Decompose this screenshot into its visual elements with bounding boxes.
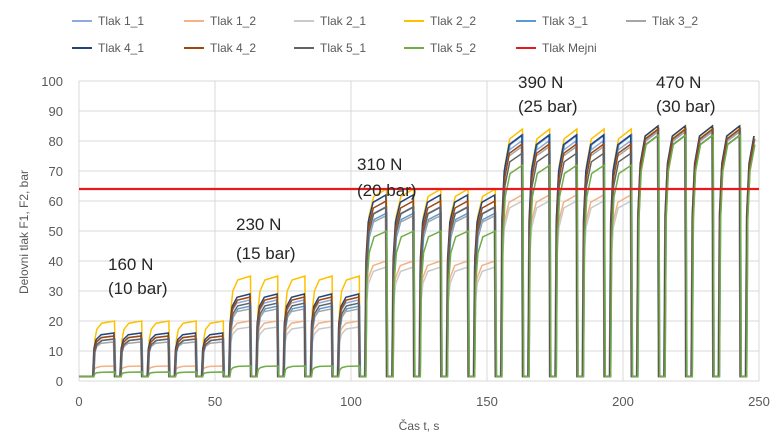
x-tick-label: 150 [476,394,498,409]
stage-force-label: 230 N [236,215,281,234]
stage-pressure-label: (30 bar) [656,97,716,116]
y-axis-title: Delovni tlak F1, F2, bar [17,170,31,294]
stage-pressure-label: (15 bar) [236,244,296,263]
series-line-tlak-5_2 [79,133,756,378]
y-tick-label: 20 [49,314,63,329]
x-tick-label: 100 [340,394,362,409]
x-tick-label: 50 [208,394,222,409]
legend-label: Tlak 5_2 [430,41,476,55]
legend: Tlak 1_1 Tlak 1_2 Tlak 2_1 Tlak 2_2 Tlak 3_1… [72,14,698,55]
y-tick-label: 40 [49,254,63,269]
legend-label: Tlak 1_1 [98,14,144,28]
y-tick-label: 50 [49,224,63,239]
legend-label: Tlak 3_2 [652,14,698,28]
stage-pressure-label: (10 bar) [108,279,168,298]
legend-label: Tlak 1_2 [210,14,256,28]
y-tick-label: 60 [49,194,63,209]
legend-label: Tlak 4_1 [98,41,144,55]
legend-label: Tlak 2_2 [430,14,476,28]
legend-label: Tlak 3_1 [542,14,588,28]
legend-label: Tlak 4_2 [210,41,256,55]
stage-pressure-label: (25 bar) [518,97,578,116]
stage-force-label: 470 N [656,73,701,92]
stage-force-label: 390 N [518,73,563,92]
y-tick-label: 70 [49,164,63,179]
y-tick-label: 0 [56,374,63,389]
legend-label: Tlak 2_1 [320,14,366,28]
stage-annotations: 160 N (10 bar) 230 N (15 bar) 310 N (20 bar) 3… [108,73,716,298]
stage-force-label: 160 N [108,255,153,274]
y-tick-label: 30 [49,284,63,299]
stage-pressure-label: (20 bar) [357,181,417,200]
x-tick-label: 200 [612,394,634,409]
legend-label: Tlak Mejni [542,41,597,55]
y-tick-label: 80 [49,134,63,149]
y-tick-label: 10 [49,344,63,359]
y-tick-label: 90 [49,104,63,119]
x-tick-label: 250 [748,394,770,409]
legend-label: Tlak 5_1 [320,41,366,55]
axes: 0 10 20 30 40 50 60 70 80 90 100 0 50 100 150 200 250 [41,74,770,409]
series-line-tlak-4_2 [79,127,755,378]
x-tick-label: 0 [75,394,82,409]
series-lines [79,124,756,378]
x-axis-title: Čas t, s [399,418,440,433]
stage-force-label: 310 N [357,155,402,174]
y-tick-label: 100 [41,74,63,89]
